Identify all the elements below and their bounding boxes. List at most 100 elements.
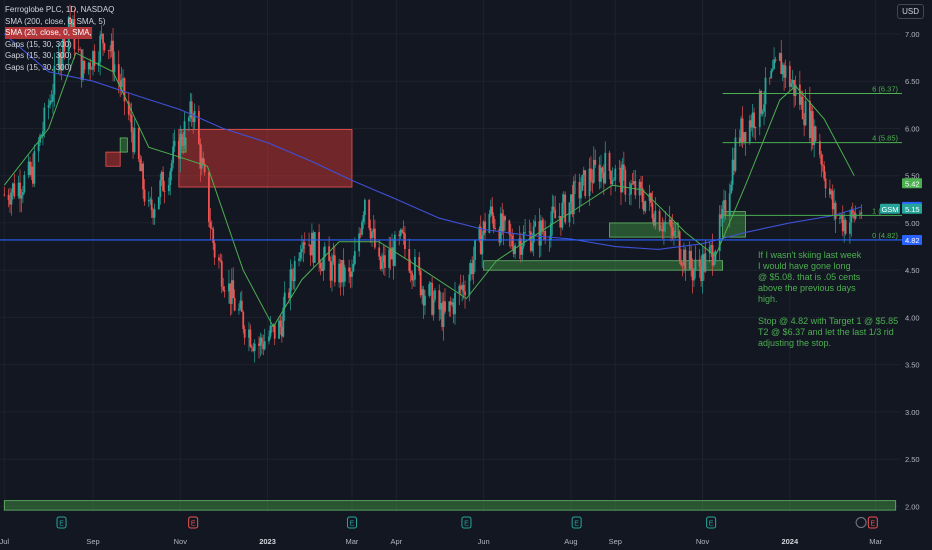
price-tick-label: 5.00 — [905, 219, 920, 228]
candle-body — [723, 200, 725, 209]
candle-body — [283, 292, 286, 308]
candle — [228, 269, 230, 304]
candle — [824, 171, 827, 198]
candle — [622, 151, 625, 181]
candle — [768, 77, 771, 85]
candle-body — [713, 260, 715, 266]
candle-body — [512, 246, 515, 255]
candle-body — [701, 254, 704, 282]
candle-body — [773, 59, 775, 70]
candle-body — [40, 135, 43, 137]
earnings-marker-label: E — [870, 521, 875, 528]
candle — [541, 217, 544, 235]
candle — [761, 109, 764, 117]
candle-body — [519, 238, 522, 255]
candle — [153, 203, 156, 225]
candle-body — [177, 140, 180, 159]
candle-body — [549, 223, 552, 240]
sma20-line — [3, 52, 855, 328]
legend-sma20[interactable]: SMA (20, close, 0, SMA, — [5, 27, 92, 39]
candle — [539, 215, 542, 257]
candle — [348, 259, 351, 284]
candle — [401, 227, 403, 234]
legend-gaps-2[interactable]: Gaps (15, 30, 300) — [5, 51, 72, 60]
candle — [394, 230, 396, 267]
legend-gaps-1[interactable]: Gaps (15, 30, 300) — [5, 39, 72, 49]
grid — [0, 0, 900, 512]
candle — [331, 253, 333, 292]
legend-title[interactable]: Ferroglobe PLC, 1D, NASDAQ — [5, 5, 115, 14]
legend-sma200[interactable]: SMA (200, close, 0, SMA, 5) — [5, 16, 106, 26]
candles — [3, 4, 863, 363]
candle-body — [793, 79, 796, 96]
candle — [673, 222, 675, 246]
candle-body — [42, 131, 44, 137]
candle-body — [482, 221, 485, 236]
candle — [309, 244, 312, 266]
candle — [774, 56, 777, 64]
candle-body — [791, 79, 794, 84]
candle-body — [13, 183, 16, 197]
candle — [478, 224, 481, 243]
candle — [559, 216, 562, 236]
candle — [283, 281, 286, 321]
candle-body — [432, 299, 435, 315]
candle — [771, 59, 774, 73]
candle-body — [223, 290, 226, 292]
candle — [681, 261, 684, 277]
legend-gaps-3[interactable]: Gaps (15, 30, 300) — [5, 62, 72, 72]
candle — [728, 183, 731, 228]
candle — [268, 330, 270, 345]
candle-body — [733, 159, 735, 171]
candle — [90, 66, 93, 70]
candle-body — [730, 184, 733, 194]
candle-body — [373, 228, 376, 248]
candle-body — [592, 159, 595, 183]
candle-body — [249, 329, 252, 347]
candle-body — [614, 168, 617, 181]
candle — [418, 251, 421, 276]
candle-body — [580, 190, 582, 199]
candle — [368, 198, 371, 231]
time-tick-label: Mar — [346, 537, 359, 546]
candle — [23, 171, 26, 195]
earnings-marker-label: E — [191, 521, 196, 528]
candle-body — [29, 161, 31, 176]
candle — [103, 42, 106, 53]
candle — [89, 58, 92, 81]
candle-body — [372, 228, 375, 233]
candle-body — [163, 191, 166, 192]
price-label: 5.42 — [905, 179, 920, 188]
candle — [218, 254, 220, 269]
candle-body — [843, 220, 846, 232]
candle-body — [303, 242, 306, 245]
candle — [9, 187, 11, 213]
candle-body — [610, 170, 612, 185]
candle — [844, 217, 847, 236]
price-tick-label: 2.50 — [905, 455, 920, 464]
candle — [624, 166, 627, 202]
candle-body — [419, 270, 422, 296]
candle-body — [574, 181, 577, 183]
candle-body — [738, 137, 741, 143]
candle — [740, 115, 743, 147]
candle-body — [551, 206, 554, 224]
candle — [270, 324, 273, 333]
candle-body — [588, 168, 591, 196]
candle — [249, 324, 252, 348]
candle-body — [388, 249, 391, 268]
candle-body — [282, 307, 285, 337]
candle — [232, 267, 235, 299]
candle-body — [690, 250, 692, 269]
annotation-note[interactable]: If I wasn't skiing last week I would hav… — [758, 250, 899, 348]
candle-body — [229, 283, 232, 304]
candle-body — [389, 249, 392, 260]
candle-body — [37, 142, 40, 152]
candle — [339, 259, 342, 296]
candle — [99, 30, 102, 76]
candle — [534, 215, 537, 228]
currency-button[interactable]: USD — [897, 4, 924, 19]
candle — [502, 209, 505, 246]
candle-body — [740, 118, 743, 143]
